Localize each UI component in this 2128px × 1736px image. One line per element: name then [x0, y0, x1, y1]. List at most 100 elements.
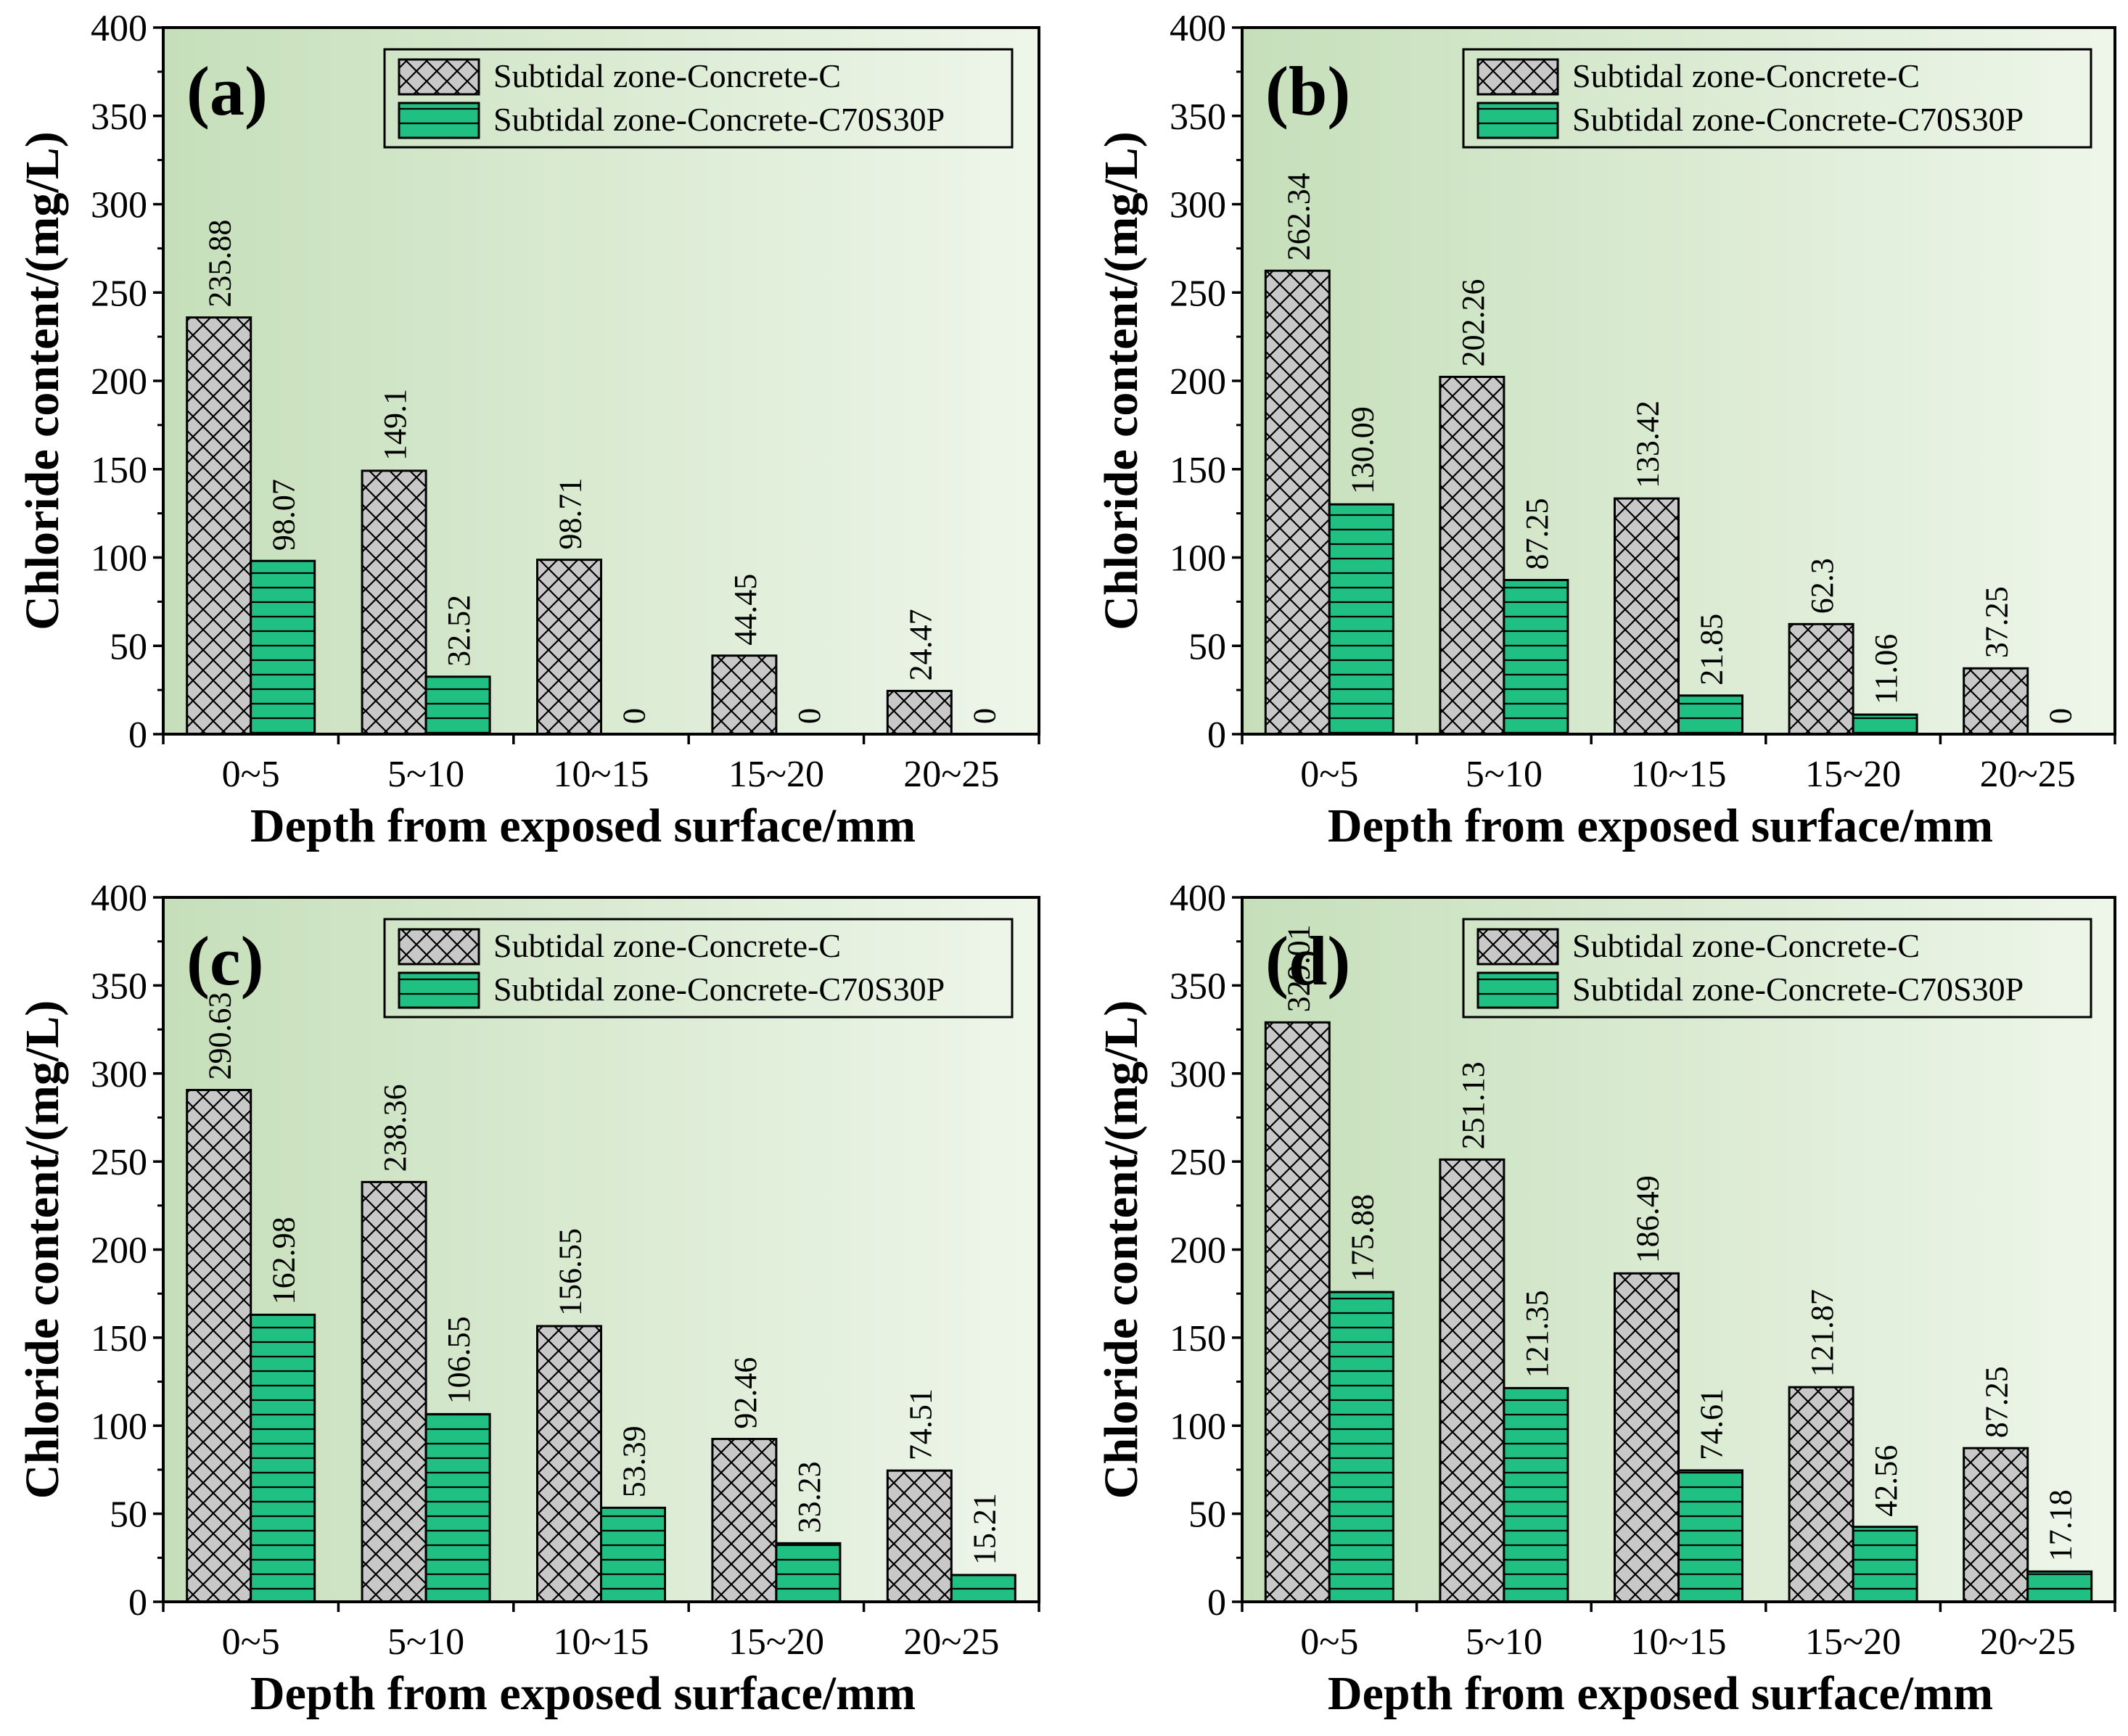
data-label: 251.13 [1455, 1061, 1491, 1149]
y-tick-label: 350 [91, 96, 147, 138]
data-label: 0 [792, 708, 827, 724]
y-tick-label: 250 [1170, 1142, 1226, 1183]
bar-concrete-c70s30p-0 [250, 559, 316, 736]
bar-concrete-c70s30p-1 [1503, 579, 1569, 736]
y-tick-label: 250 [91, 1142, 147, 1183]
data-label: 74.51 [903, 1389, 938, 1460]
bar-concrete-c70s30p-1 [1503, 1386, 1569, 1603]
legend-box [383, 918, 1014, 1019]
legend-entry: Subtidal zone-Concrete-C [1572, 57, 1920, 94]
bar-concrete-c70s30p-1 [424, 675, 491, 736]
bar-concrete-c-0 [1264, 1021, 1331, 1603]
y-tick-label: 350 [91, 966, 147, 1007]
y-tick-label: 350 [1170, 96, 1226, 138]
y-axis-label: Chloride content/(mg/L) [1095, 1000, 1148, 1499]
data-label: 133.42 [1630, 400, 1666, 488]
chart-panel-4: 329.01 251.13 186.49 121.87 87.25 175.88 121.3… [1095, 878, 2116, 1720]
x-tick-label: 10~15 [553, 754, 649, 795]
data-label: 175.88 [1344, 1194, 1380, 1282]
chart-panel-3: 290.63 238.36 156.55 92.46 74.51 162.98 106.55… [16, 878, 1040, 1720]
x-tick-label: 10~15 [1630, 754, 1726, 795]
y-tick-label: 50 [110, 1494, 147, 1536]
data-label: 106.55 [441, 1316, 477, 1404]
panel-label: (a) [186, 52, 268, 130]
panel-label: (d) [1265, 922, 1350, 1000]
bar-concrete-c70s30p-2 [1677, 694, 1743, 736]
legend-swatch [398, 102, 480, 139]
y-tick-label: 100 [91, 1406, 147, 1447]
y-tick-label: 0 [128, 715, 147, 756]
bar-concrete-c70s30p-0 [1328, 1291, 1394, 1603]
legend-entry: Subtidal zone-Concrete-C [1572, 927, 1920, 964]
bar-concrete-c-3 [1788, 1386, 1854, 1603]
bar-concrete-c-0 [186, 316, 252, 736]
y-tick-label: 200 [91, 1230, 147, 1272]
legend-swatch [1476, 58, 1559, 96]
y-tick-label: 150 [91, 1318, 147, 1359]
bar-concrete-c70s30p-0 [250, 1313, 316, 1603]
y-tick-label: 100 [1170, 538, 1226, 580]
y-tick-label: 300 [91, 1054, 147, 1095]
bar-concrete-c70s30p-2 [600, 1506, 666, 1603]
bar-concrete-c-1 [361, 469, 427, 736]
data-label: 62.3 [1804, 558, 1840, 614]
y-tick-label: 150 [91, 450, 147, 491]
data-label: 0 [966, 708, 1002, 724]
legend-box [1462, 918, 2092, 1019]
y-tick-label: 200 [91, 361, 147, 403]
bar-concrete-c-1 [1439, 1158, 1505, 1603]
data-label: 74.61 [1694, 1389, 1730, 1460]
legend-swatch [1476, 102, 1559, 139]
data-label: 33.23 [792, 1461, 827, 1533]
data-label: 92.46 [728, 1357, 763, 1429]
bar-concrete-c70s30p-4 [950, 1573, 1016, 1603]
legend-swatch [1476, 928, 1559, 966]
y-tick-label: 150 [1170, 1318, 1226, 1359]
legend-box [383, 48, 1014, 149]
bar-concrete-c70s30p-4 [2026, 1570, 2093, 1603]
data-label: 11.06 [1868, 634, 1904, 704]
chart-panel-2: 262.34 202.26 133.42 62.3 37.25 130.09 87.25 21… [1095, 8, 2116, 852]
bar-concrete-c-2 [536, 1325, 602, 1603]
data-label: 98.07 [266, 479, 302, 551]
x-axis-label: Depth from exposed surface/mm [1328, 799, 1993, 852]
y-tick-label: 400 [91, 8, 147, 49]
y-tick-label: 300 [91, 185, 147, 226]
data-label: 329.01 [1281, 924, 1316, 1012]
y-tick-label: 300 [1170, 185, 1226, 226]
legend-swatch [398, 928, 480, 966]
data-label: 98.71 [553, 478, 588, 550]
x-axis-label: Depth from exposed surface/mm [1328, 1667, 1993, 1720]
bar-concrete-c-0 [1264, 269, 1331, 736]
bar-concrete-c70s30p-3 [1852, 713, 1918, 736]
data-label: 130.09 [1344, 406, 1380, 494]
x-tick-label: 20~25 [903, 754, 999, 795]
y-tick-label: 100 [1170, 1406, 1226, 1447]
x-tick-label: 5~10 [1466, 1621, 1542, 1663]
bar-concrete-c-0 [186, 1088, 252, 1603]
bar-concrete-c-4 [886, 1469, 953, 1603]
y-axis-label: Chloride content/(mg/L) [1095, 131, 1148, 630]
data-label: 37.25 [1979, 586, 2015, 658]
x-tick-label: 20~25 [1980, 754, 2076, 795]
y-tick-label: 200 [1170, 361, 1226, 403]
bar-concrete-c-4 [1963, 1447, 2029, 1603]
legend-entry: Subtidal zone-Concrete-C70S30P [1572, 971, 2024, 1008]
data-label: 186.49 [1630, 1175, 1666, 1263]
legend-entry: Subtidal zone-Concrete-C70S30P [493, 971, 945, 1008]
x-tick-label: 0~5 [222, 754, 280, 795]
bar-concrete-c70s30p-3 [1852, 1526, 1918, 1603]
data-label: 121.35 [1519, 1290, 1555, 1378]
y-tick-label: 350 [1170, 966, 1226, 1007]
y-tick-label: 0 [128, 1582, 147, 1624]
bar-concrete-c-2 [1614, 1272, 1680, 1603]
data-label: 53.39 [617, 1426, 652, 1497]
y-tick-label: 50 [1188, 1494, 1226, 1536]
legend-swatch [398, 971, 480, 1009]
y-tick-label: 300 [1170, 1054, 1226, 1095]
x-tick-label: 15~20 [728, 1621, 824, 1663]
x-axis-label: Depth from exposed surface/mm [250, 799, 916, 852]
x-axis-label: Depth from exposed surface/mm [250, 1667, 916, 1720]
bar-concrete-c-3 [711, 654, 778, 736]
